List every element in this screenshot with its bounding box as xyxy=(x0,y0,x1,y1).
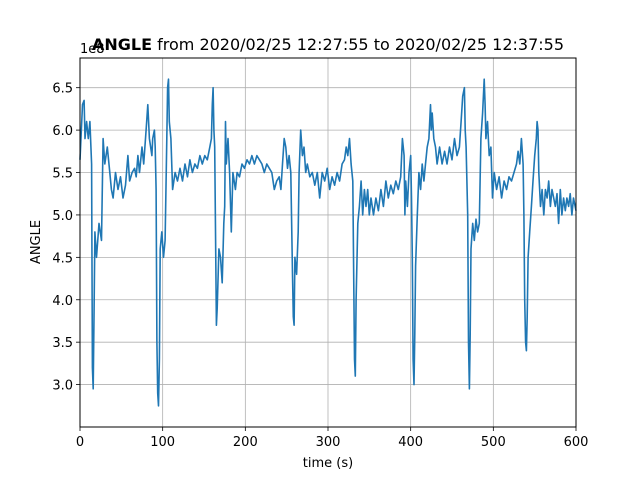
y-axis-label: ANGLE xyxy=(29,220,44,264)
x-tick-label: 200 xyxy=(233,435,258,450)
y-tick-label: 5.0 xyxy=(52,209,73,224)
y-tick-label: 6.5 xyxy=(52,82,73,97)
y-offset-label: 1e8 xyxy=(80,42,105,57)
x-axis-label: time (s) xyxy=(303,456,353,471)
x-tick-label: 300 xyxy=(316,435,341,450)
y-tick-label: 3.0 xyxy=(52,379,73,394)
chart-title: ANGLE from 2020/02/25 12:27:55 to 2020/0… xyxy=(92,35,564,54)
ticks: 0 100 200 300 400 500 600 3.0 3.5 4.0 4.5 5.0 5.5 6.0… xyxy=(52,82,588,450)
y-tick-label: 3.5 xyxy=(52,336,73,351)
chart-title-bold: ANGLE xyxy=(92,35,152,54)
x-tick-label: 0 xyxy=(76,435,84,450)
plot-area xyxy=(79,78,577,407)
x-tick-label: 400 xyxy=(398,435,423,450)
y-tick-label: 5.5 xyxy=(52,167,73,182)
series-line xyxy=(79,78,577,407)
x-tick-label: 500 xyxy=(481,435,506,450)
chart-title-rest: from 2020/02/25 12:27:55 to 2020/02/25 1… xyxy=(152,35,564,54)
x-tick-label: 600 xyxy=(564,435,589,450)
x-tick-label: 100 xyxy=(150,435,175,450)
y-tick-label: 4.0 xyxy=(52,294,73,309)
y-tick-label: 6.0 xyxy=(52,124,73,139)
y-tick-label: 4.5 xyxy=(52,251,73,266)
